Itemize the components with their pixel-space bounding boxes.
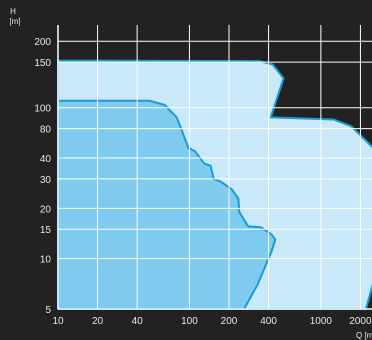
y-tick-labels: 5 10 15 20 30 40 80 100 150 200: [34, 37, 51, 316]
y-tick-label-1: 10: [40, 255, 52, 266]
x-tick-label-4: 200: [221, 316, 238, 327]
x-tick-label-5: 400: [260, 316, 277, 327]
y-axis-label-line-1: H: [10, 7, 16, 16]
coverage-areas: [57, 59, 372, 310]
y-tick-label-5: 40: [40, 154, 52, 165]
x-tick-label-7: 2000: [349, 316, 372, 327]
y-tick-label-6: 80: [40, 125, 52, 136]
y-tick-label-0: 5: [45, 305, 51, 316]
y-tick-label-3: 20: [40, 204, 52, 215]
y-tick-label-2: 15: [40, 225, 52, 236]
y-tick-label-8: 150: [34, 58, 51, 69]
y-axis-label-line-2: [m]: [9, 17, 20, 26]
x-tick-label-1: 20: [92, 316, 104, 327]
x-tick-labels: 1020401002004001000200040: [52, 316, 372, 327]
grid-lines: [57, 25, 372, 310]
x-axis-label: Q [m: [356, 331, 372, 340]
x-tick-label-6: 1000: [310, 316, 333, 327]
x-tick-label-3: 100: [181, 316, 198, 327]
y-tick-label-9: 200: [34, 37, 51, 48]
x-tick-label-2: 40: [132, 316, 144, 327]
x-tick-label-0: 10: [52, 316, 64, 327]
coverage-area-2: [57, 99, 277, 310]
y-tick-label-4: 30: [40, 175, 52, 186]
y-tick-label-7: 100: [34, 104, 51, 115]
